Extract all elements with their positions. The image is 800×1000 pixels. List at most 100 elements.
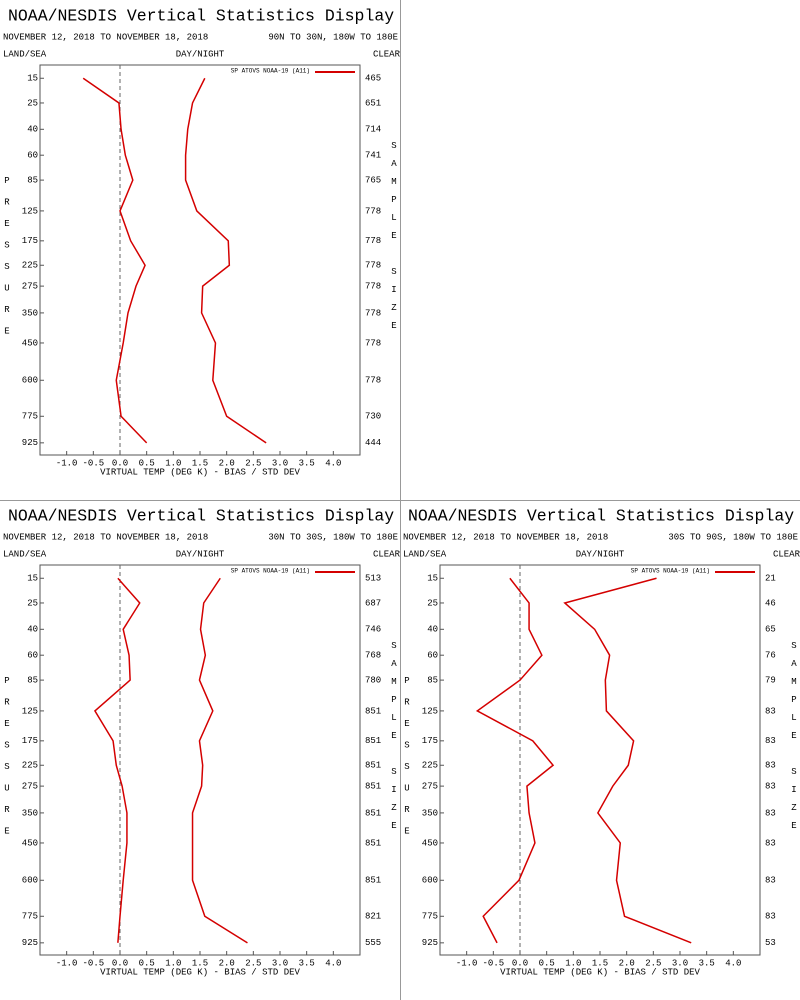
x-tick-label: 0.5 [139,958,155,968]
y-tick-label: 450 [22,338,38,348]
y-tick-label: 450 [22,838,38,848]
sample-size: 778 [365,338,381,348]
plot-frame [439,564,761,956]
y-tick-label: 275 [422,781,438,791]
panel-title: NOAA/NESDIS Vertical Statistics Display [8,506,394,525]
y-tick-label: 25 [427,598,438,608]
region: 30S TO 90S, 180W TO 180E [668,532,798,542]
x-axis-label: VIRTUAL TEMP (DEG K) - BIAS / STD DEV [100,967,300,977]
y-tick-label: 775 [22,412,38,422]
day-night: DAY/NIGHT [176,49,225,59]
sample-size: 780 [365,675,381,685]
clear: CLEAR [373,549,401,559]
sample-size: 513 [365,574,381,584]
legend-label: SP ATOVS NOAA-19 (A11) [231,568,310,575]
x-tick-label: 1.5 [192,958,208,968]
x-tick-label: -1.0 [56,458,78,468]
x-tick-label: 3.0 [272,958,288,968]
panel-title: NOAA/NESDIS Vertical Statistics Display [8,6,394,25]
y-tick-label: 225 [22,261,38,271]
sample-size: 851 [365,706,381,716]
region: 90N TO 30N, 180W TO 180E [268,32,398,42]
sample-size: 778 [365,236,381,246]
clear: CLEAR [773,549,800,559]
profile-line [93,577,141,943]
x-tick-label: -1.0 [56,958,78,968]
sample-size: 46 [765,598,776,608]
y-tick-label: 60 [427,651,438,661]
y-tick-label: 350 [22,308,38,318]
panel-title: NOAA/NESDIS Vertical Statistics Display [408,506,794,525]
y-tick-label: 350 [22,808,38,818]
sample-size: 83 [765,808,776,818]
y-tick-label: 925 [422,938,438,948]
profile-line [475,577,555,944]
y-tick-label: 85 [27,175,38,185]
y-tick-label: 600 [22,376,38,386]
sample-size: 83 [765,838,776,848]
sample-size: 83 [765,761,776,771]
y-tick-label: 225 [422,761,438,771]
clear: CLEAR [373,49,401,59]
y-tick-label: 40 [27,625,38,635]
x-tick-label: 3.5 [299,458,315,468]
sample-size: 778 [365,308,381,318]
x-tick-label: 3.0 [672,958,688,968]
plot-frame [39,564,361,956]
date-range: NOVEMBER 12, 2018 TO NOVEMBER 18, 2018 [3,532,208,542]
x-tick-label: 0.0 [112,958,128,968]
sample-size: 53 [765,938,776,948]
sample-size: 851 [365,876,381,886]
y-tick-label: 225 [22,761,38,771]
sample-size: 741 [365,151,381,161]
y-tick-label: 15 [27,574,38,584]
sample-size: 83 [765,706,776,716]
land-sea: LAND/SEA [3,49,47,59]
sample-size: 444 [365,438,381,448]
y-tick-label: 125 [22,206,38,216]
sample-size: 651 [365,98,381,108]
day-night: DAY/NIGHT [176,549,225,559]
sample-size: 65 [765,625,776,635]
sample-size: 730 [365,412,381,422]
x-tick-label: 0.5 [139,458,155,468]
x-tick-label: 1.0 [565,958,581,968]
y-tick-label: 60 [27,151,38,161]
legend-label: SP ATOVS NOAA-19 (A11) [231,68,310,75]
y-tick-label: 125 [22,706,38,716]
x-tick-label: 1.5 [592,958,608,968]
y-tick-label: 85 [427,675,438,685]
date-range: NOVEMBER 12, 2018 TO NOVEMBER 18, 2018 [403,532,608,542]
x-tick-label: 3.0 [272,458,288,468]
x-tick-label: 0.0 [512,958,528,968]
y-tick-label: 600 [422,876,438,886]
panel: NOAA/NESDIS Vertical Statistics Display N… [403,506,800,977]
sample-size: 778 [365,206,381,216]
sample-size: 714 [365,125,381,135]
legend-label: SP ATOVS NOAA-19 (A11) [631,568,710,575]
sample-size: 687 [365,598,381,608]
y-tick-label: 275 [22,281,38,291]
day-night: DAY/NIGHT [576,549,625,559]
region: 30N TO 30S, 180W TO 180E [268,532,398,542]
plot-frame [39,64,361,456]
x-tick-label: 4.0 [325,458,341,468]
date-range: NOVEMBER 12, 2018 TO NOVEMBER 18, 2018 [3,32,208,42]
sample-size: 768 [365,651,381,661]
x-tick-label: -0.5 [83,458,105,468]
sample-size: 778 [365,261,381,271]
x-tick-label: 3.5 [699,958,715,968]
y-tick-label: 85 [27,675,38,685]
profile-line [191,577,248,944]
x-tick-label: -0.5 [83,958,105,968]
y-tick-label: 25 [27,98,38,108]
panel: NOAA/NESDIS Vertical Statistics Display N… [3,506,401,977]
y-tick-label: 175 [422,736,438,746]
y-tick-label: 275 [22,781,38,791]
sample-size: 76 [765,651,776,661]
